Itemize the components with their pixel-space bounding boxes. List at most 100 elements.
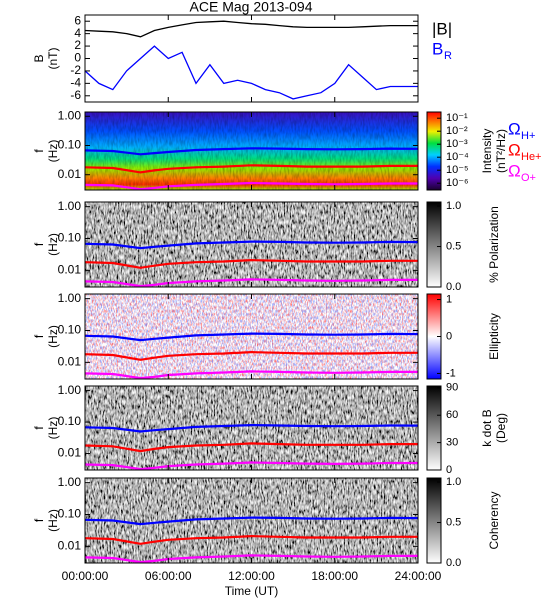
colorbar-tick-label: -1 — [446, 367, 456, 379]
y-tick-label: 1.00 — [58, 199, 82, 213]
spectrogram — [85, 386, 418, 470]
spectrogram-fill — [85, 202, 418, 287]
y-axis-label: B — [32, 54, 46, 62]
y-tick-label: -4 — [70, 76, 81, 90]
colorbar-tick-label: 90 — [446, 382, 458, 394]
colorbar-tick-label: 10⁻⁶ — [446, 177, 469, 189]
spectrogram-fill — [85, 478, 418, 563]
colorbar-label: (nT²/Hz) — [494, 129, 508, 173]
spectrogram-fill — [85, 386, 418, 470]
spectrogram — [85, 112, 418, 190]
colorbar-tick-label: 10⁻² — [446, 125, 468, 137]
colorbar-tick-label: 60 — [446, 409, 458, 421]
colorbar — [426, 385, 442, 471]
y-axis-label: (Hz) — [46, 325, 60, 348]
colorbar-tick-label: 10⁻¹ — [446, 112, 468, 124]
colorbar-tick-label: 0.5 — [446, 516, 461, 528]
y-tick-label: -2 — [70, 63, 81, 77]
y-axis-label: (Hz) — [46, 509, 60, 532]
y-tick-label: 0.10 — [58, 138, 82, 152]
plot-frame — [84, 14, 419, 103]
y-tick-label: 4 — [74, 26, 81, 40]
colorbar-tick-label: 0.0 — [446, 281, 461, 293]
y-tick-label: 0.01 — [58, 167, 82, 181]
series-line — [84, 147, 419, 156]
series-line — [84, 461, 418, 471]
x-tick-label: 06:00:00 — [145, 569, 192, 583]
y-tick-label: 1.00 — [58, 108, 82, 122]
y-axis-label: (nT) — [46, 48, 60, 70]
y-tick-label: 0.01 — [58, 263, 82, 277]
y-tick-label: 0 — [74, 51, 81, 65]
series-line — [84, 370, 418, 380]
y-axis-label: (Hz) — [46, 233, 60, 256]
series-line — [84, 516, 419, 526]
legend-subscript: H+ — [521, 130, 535, 142]
y-tick-label: 0.10 — [58, 323, 82, 337]
y-tick-label: 0.10 — [58, 507, 82, 521]
legend-subscript: O+ — [521, 172, 536, 184]
colorbar-tick-label: 10⁻⁵ — [446, 164, 469, 176]
spectrogram-texture — [85, 294, 418, 379]
chart-title: ACE Mag 2013-094 — [190, 0, 313, 15]
colorbar-tick-label: 1.0 — [446, 200, 461, 212]
series-line — [84, 20, 418, 38]
y-tick-label: 0.10 — [58, 414, 82, 428]
y-axis-label: (Hz) — [46, 417, 60, 440]
legend-label: Ω — [508, 119, 521, 138]
colorbar — [426, 201, 442, 288]
x-tick-label: 18:00:00 — [311, 569, 358, 583]
colorbar-tick-label: 10⁻⁴ — [446, 151, 469, 163]
series-line — [84, 442, 418, 453]
spectrogram — [85, 202, 418, 287]
colorbar-label: k dot B — [480, 409, 494, 446]
series-line — [84, 554, 418, 564]
y-tick-label: 2 — [74, 38, 81, 52]
y-axis-label: f — [32, 426, 46, 430]
legend-subscript: R — [444, 50, 452, 62]
legend-label: Ω — [508, 140, 521, 159]
y-tick-label: 0.10 — [58, 231, 82, 245]
colorbar-label: Ellipticity — [487, 313, 501, 360]
y-tick-label: 0.01 — [58, 539, 82, 553]
colorbar-tick-label: 0 — [446, 464, 452, 476]
series-line — [84, 164, 418, 174]
series-line — [84, 240, 419, 250]
series-line — [84, 181, 418, 191]
y-tick-label: 1.00 — [58, 475, 82, 489]
x-tick-label: 00:00:00 — [62, 569, 109, 583]
colorbar-tick-label: 10⁻³ — [446, 138, 468, 150]
colorbar-label: Intensity — [480, 129, 494, 174]
spectrogram-texture — [85, 112, 418, 190]
y-tick-label: 0.01 — [58, 355, 82, 369]
y-axis-label: (Hz) — [46, 140, 60, 163]
legend-subscript: He+ — [521, 151, 542, 163]
y-tick-label: -6 — [70, 88, 81, 102]
y-axis-label: f — [32, 242, 46, 246]
colorbar-tick-label: 1.0 — [446, 476, 461, 488]
y-tick-label: 1.00 — [58, 291, 82, 305]
series-line — [84, 278, 418, 288]
colorbar-tick-label: 1 — [446, 293, 452, 305]
colorbar — [426, 477, 442, 564]
y-axis-label: f — [32, 149, 46, 153]
colorbar-tick-label: 0.5 — [446, 240, 461, 252]
colorbar-label: % Polarization — [487, 206, 501, 283]
colorbar-tick-label: 30 — [446, 437, 458, 449]
series-line — [84, 534, 418, 545]
colorbar-label: (Deg) — [494, 413, 508, 443]
colorbar-tick-label: 0.0 — [446, 557, 461, 569]
x-axis-label: Time (UT) — [225, 584, 279, 598]
x-tick-label: 12:00:00 — [228, 569, 275, 583]
x-tick-label: 24:00:00 — [395, 569, 442, 583]
colorbar-tick-label: 0 — [446, 330, 452, 342]
y-axis-label: f — [32, 518, 46, 522]
series-line — [84, 423, 419, 433]
colorbar-label: Coherency — [487, 491, 501, 549]
series-line — [84, 332, 419, 342]
legend-label: Ω — [508, 161, 521, 180]
y-tick-label: 1.00 — [58, 383, 82, 397]
legend-label: B — [432, 39, 443, 58]
